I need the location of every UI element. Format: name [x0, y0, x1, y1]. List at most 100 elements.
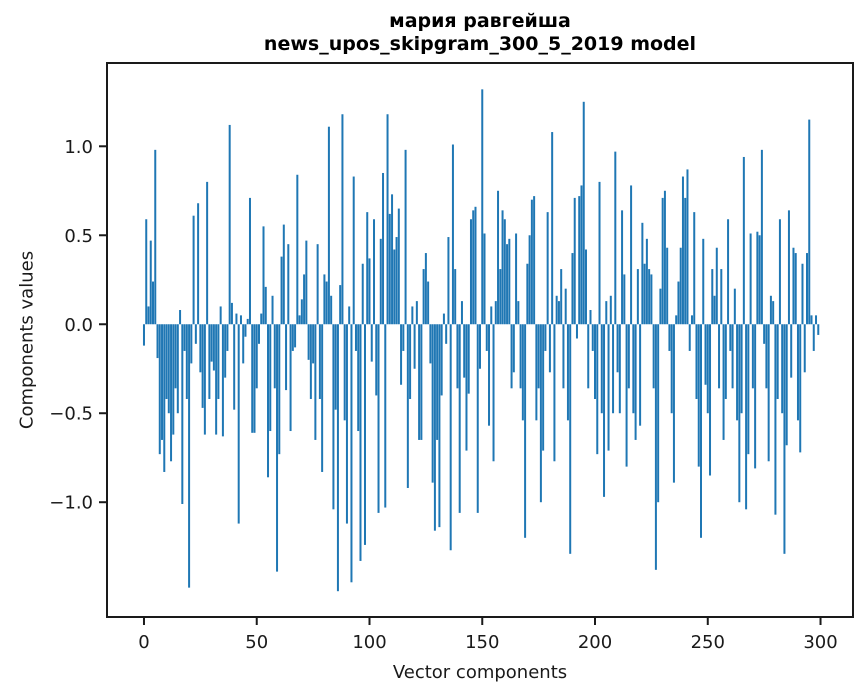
bar [713, 295, 716, 325]
bar [181, 324, 184, 504]
bar [801, 263, 804, 325]
bar [479, 324, 481, 369]
bar [296, 174, 299, 325]
bar [447, 237, 450, 325]
bar [330, 295, 333, 325]
bar [596, 324, 599, 455]
bar [501, 210, 504, 325]
bar [776, 324, 779, 399]
bar [488, 324, 491, 426]
bar [424, 253, 427, 325]
bar [686, 169, 689, 325]
bar [264, 286, 267, 325]
bar [503, 219, 506, 325]
bar [740, 324, 743, 414]
chart-title-line2: news_upos_skipgram_300_5_2019 model [263, 33, 697, 55]
bar [382, 172, 385, 325]
bar [312, 324, 315, 364]
x-tick-label: 200 [578, 632, 612, 653]
bar [194, 324, 197, 344]
bar [794, 253, 797, 325]
bar [456, 324, 459, 389]
bar [722, 324, 725, 440]
bar [152, 281, 154, 325]
bar [188, 324, 191, 588]
bar [803, 324, 806, 373]
bar [458, 324, 461, 513]
bar [375, 324, 378, 396]
bar [609, 295, 612, 325]
bar [357, 324, 360, 432]
bar [499, 269, 502, 325]
bar [618, 324, 621, 414]
bar [533, 196, 536, 325]
bar [781, 324, 784, 414]
bar [445, 324, 448, 344]
bar [418, 324, 421, 440]
bar [643, 263, 646, 325]
bar [648, 269, 651, 325]
bar [415, 301, 418, 325]
y-tick-label: 0.0 [64, 315, 93, 336]
y-tick-label: 0.5 [64, 226, 93, 247]
bar [693, 212, 696, 325]
bar [747, 324, 750, 455]
bar [167, 324, 170, 414]
bar [305, 240, 308, 325]
bar [142, 324, 145, 346]
bar [192, 215, 195, 325]
bar [278, 324, 281, 455]
x-tick-label: 250 [691, 632, 725, 653]
bar [564, 288, 567, 325]
bar [720, 269, 723, 325]
bar [539, 324, 542, 503]
bar [700, 324, 702, 538]
bar [230, 302, 233, 325]
bar [345, 324, 348, 524]
bar [526, 263, 529, 325]
bar [298, 315, 301, 325]
bar [783, 324, 786, 554]
bar [339, 285, 342, 325]
bar [237, 324, 240, 524]
bar [442, 313, 445, 325]
bar [589, 310, 592, 325]
bar [815, 315, 818, 325]
bar [460, 301, 463, 325]
bar [393, 249, 396, 325]
bar [409, 324, 412, 399]
bar [379, 238, 382, 325]
bar [657, 324, 660, 503]
bar [334, 324, 337, 410]
bar [172, 324, 175, 435]
bar [627, 324, 630, 389]
bar [591, 324, 594, 351]
bar [314, 324, 317, 440]
bar [476, 324, 479, 513]
bar [366, 212, 369, 325]
y-tick-label: −0.5 [49, 404, 93, 425]
bar [246, 318, 249, 325]
bar [738, 324, 741, 503]
bar [551, 132, 554, 325]
bar [406, 324, 409, 488]
bar [808, 119, 811, 325]
bar [799, 324, 802, 453]
bar [156, 324, 159, 359]
bar [767, 324, 770, 462]
bar [742, 156, 745, 325]
bar [217, 324, 220, 399]
bar [316, 244, 319, 325]
bar [433, 324, 436, 531]
bar [736, 324, 739, 421]
bar [215, 324, 218, 435]
bar [255, 324, 258, 389]
bar [260, 313, 263, 325]
bar [666, 247, 669, 325]
bar [765, 324, 768, 389]
bar [670, 324, 673, 414]
bar [377, 324, 380, 513]
bar [472, 210, 475, 325]
bar [325, 281, 328, 325]
bar [810, 315, 813, 325]
